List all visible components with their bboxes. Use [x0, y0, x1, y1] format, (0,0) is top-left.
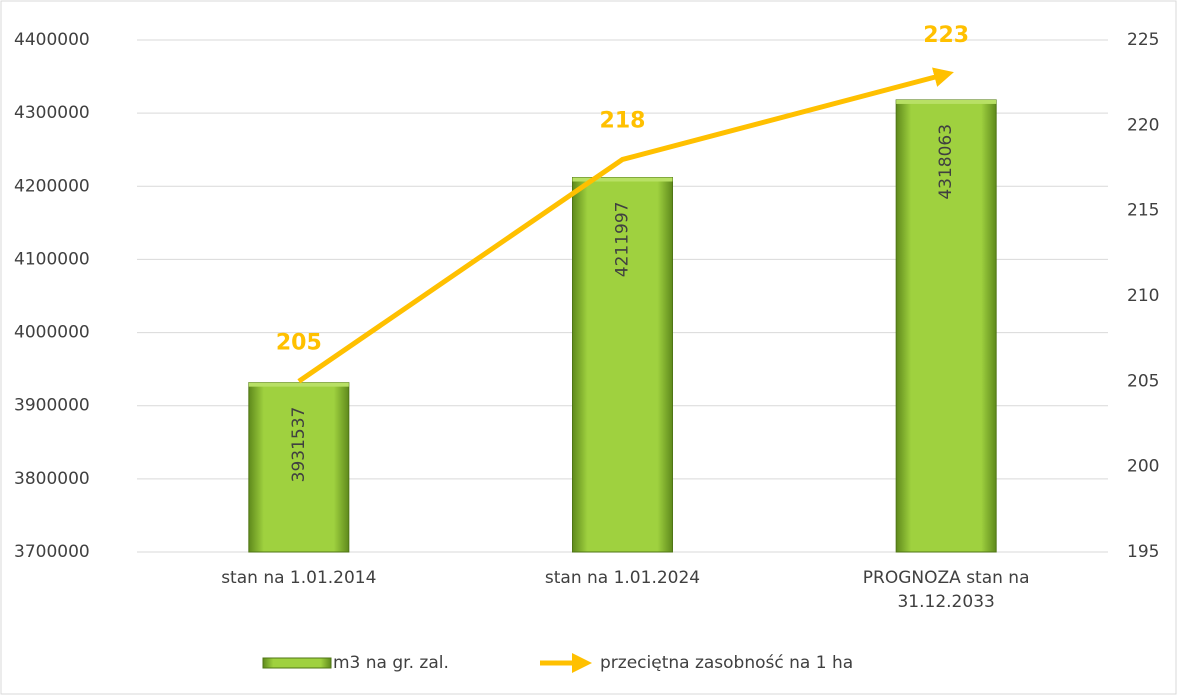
line-value-label: 218 — [600, 108, 646, 133]
x-tick-label: stan na 1.01.2024 — [545, 568, 700, 588]
y-tick-label: 4300000 — [14, 103, 90, 123]
y-tick-label: 3900000 — [14, 396, 90, 416]
y-tick-label: 4100000 — [14, 249, 90, 269]
y2-tick-label: 220 — [1127, 115, 1159, 135]
y2-tick-label: 225 — [1127, 30, 1159, 50]
y-tick-label: 4000000 — [14, 323, 90, 343]
y-tick-label: 4400000 — [14, 30, 90, 50]
bar-top — [572, 177, 673, 182]
y-tick-label: 3700000 — [14, 542, 90, 562]
line — [297, 67, 954, 384]
bar-value-label: 4211997 — [613, 202, 633, 278]
legend-label: przeciętna zasobność na 1 ha — [600, 653, 853, 673]
bar-value-label: 3931537 — [289, 407, 309, 483]
bar — [248, 382, 350, 553]
y2-tick-label: 195 — [1127, 542, 1159, 562]
line-value-label: 223 — [923, 23, 969, 48]
bar-top — [896, 99, 997, 104]
line-value-label: 205 — [276, 330, 322, 355]
x-tick-label: stan na 1.01.2014 — [221, 568, 376, 588]
y2-tick-label: 205 — [1127, 371, 1159, 391]
y-tick-label: 4200000 — [14, 176, 90, 196]
y-tick-label: 3800000 — [14, 469, 90, 489]
bar-top — [248, 382, 349, 387]
x-tick-label: PROGNOZA stan na 31.12.2033 — [863, 568, 1030, 612]
bar — [895, 99, 997, 553]
y2-tick-label: 200 — [1127, 457, 1159, 477]
y2-tick-label: 210 — [1127, 286, 1159, 306]
y2-tick-label: 215 — [1127, 201, 1159, 221]
bar — [572, 177, 673, 553]
legend-label: m3 na gr. zal. — [333, 653, 449, 673]
bar-value-label: 4318063 — [936, 124, 956, 200]
legend-swatch — [262, 657, 332, 669]
